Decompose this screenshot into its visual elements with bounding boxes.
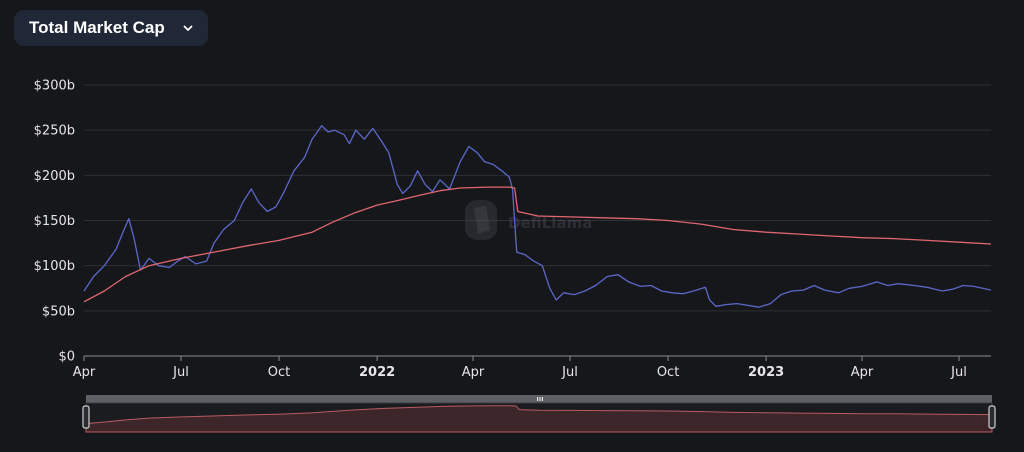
- watermark: DefiLlama: [465, 200, 592, 240]
- x-axis: Apr Jul Oct 2022 Apr Jul Oct 2023 Apr Jul: [73, 356, 967, 380]
- y-tick-label: $150b: [34, 214, 75, 229]
- y-tick-label: $300b: [34, 79, 75, 94]
- x-tick-label: Apr: [851, 365, 874, 380]
- dropdown-label: Total Market Cap: [29, 18, 165, 37]
- series-group: [83, 125, 992, 308]
- y-axis: $0 $50b $100b $150b $200b $250b $300b: [34, 79, 75, 365]
- y-tick-label: $100b: [34, 259, 75, 274]
- zoom-slider[interactable]: [82, 395, 996, 433]
- series-line-0: [83, 125, 992, 308]
- chevron-down-icon: [182, 22, 194, 34]
- slider-left-handle[interactable]: [82, 405, 90, 429]
- x-tick-label: Jul: [561, 365, 578, 380]
- x-tick-label: Jul: [950, 365, 967, 380]
- y-tick-label: $50b: [42, 304, 75, 319]
- x-tick-label: 2023: [748, 365, 784, 380]
- y-tick-label: $200b: [34, 169, 75, 184]
- x-tick-label: Oct: [657, 365, 679, 380]
- series-line-1: [83, 186, 992, 303]
- slider-preview: [85, 405, 993, 433]
- grid-lines: [84, 84, 991, 312]
- y-tick-label: $250b: [34, 124, 75, 139]
- x-tick-label: 2022: [359, 365, 395, 380]
- llama-logo-icon: [465, 200, 497, 240]
- chart-type-dropdown[interactable]: Total Market Cap: [14, 10, 208, 46]
- x-tick-label: Jul: [172, 365, 189, 380]
- x-tick-label: Oct: [268, 365, 290, 380]
- x-tick-label: Apr: [73, 365, 96, 380]
- slider-right-handle[interactable]: [988, 405, 996, 429]
- y-tick-label: $0: [58, 350, 75, 365]
- watermark-text: DefiLlama: [508, 214, 592, 232]
- grip-icon[interactable]: [537, 397, 543, 401]
- slider-bar[interactable]: [86, 395, 992, 403]
- x-tick-label: Apr: [462, 365, 485, 380]
